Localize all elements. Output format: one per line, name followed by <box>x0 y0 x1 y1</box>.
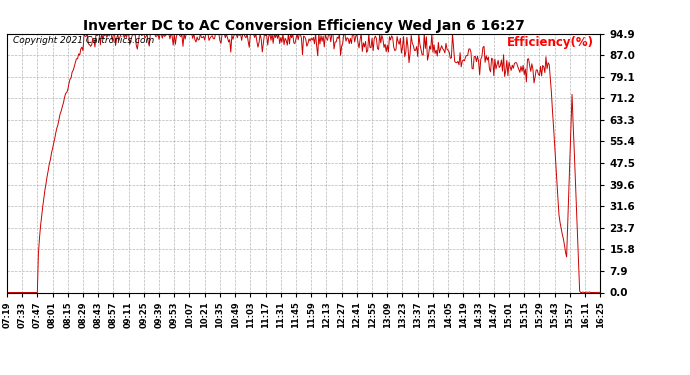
Text: Copyright 2021 Cartronics.com: Copyright 2021 Cartronics.com <box>13 36 154 45</box>
Text: Efficiency(%): Efficiency(%) <box>507 36 594 50</box>
Title: Inverter DC to AC Conversion Efficiency Wed Jan 6 16:27: Inverter DC to AC Conversion Efficiency … <box>83 19 524 33</box>
